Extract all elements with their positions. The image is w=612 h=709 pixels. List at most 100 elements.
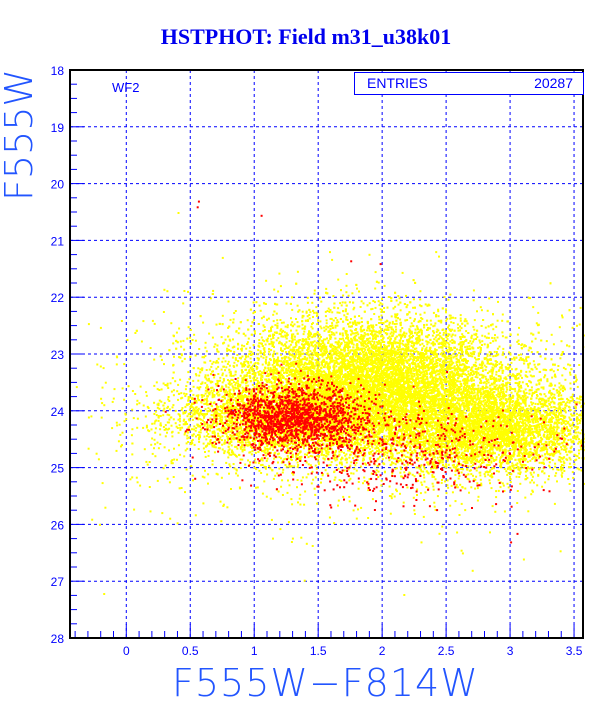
data-point (386, 350, 389, 353)
data-point (431, 376, 434, 379)
data-point (415, 372, 418, 375)
data-point (168, 408, 171, 411)
data-point (472, 325, 475, 328)
data-point (344, 363, 347, 366)
data-point (415, 366, 418, 369)
data-point (342, 294, 345, 297)
data-point (473, 328, 476, 331)
data-point (263, 353, 266, 356)
data-point (302, 352, 305, 355)
data-point (264, 466, 267, 468)
data-point (413, 374, 416, 377)
data-point (371, 307, 374, 310)
chart-title: HSTPHOT: Field m31_u38k01 (0, 24, 612, 50)
data-point (312, 345, 315, 348)
data-point (277, 356, 279, 359)
data-point (239, 374, 242, 377)
data-point (438, 394, 441, 397)
data-point (369, 375, 372, 378)
data-point (341, 378, 343, 381)
data-point (283, 363, 285, 365)
data-point (362, 302, 365, 305)
data-points (75, 200, 585, 596)
data-point (527, 364, 530, 367)
data-point (440, 430, 443, 433)
data-point (325, 328, 328, 331)
data-point (388, 386, 391, 389)
data-point (464, 383, 467, 386)
data-point (514, 387, 516, 390)
data-point (217, 350, 220, 353)
data-point (382, 350, 385, 353)
data-point (391, 454, 394, 457)
data-point (351, 339, 354, 342)
data-point (472, 379, 475, 382)
data-point (411, 362, 413, 365)
data-point (505, 356, 507, 359)
data-point (497, 300, 499, 303)
data-point (409, 408, 412, 411)
data-point (561, 314, 563, 317)
data-point (343, 396, 346, 399)
data-point (372, 376, 374, 379)
data-point (470, 342, 473, 345)
data-point (472, 340, 475, 343)
data-point (301, 343, 303, 346)
data-point (462, 387, 465, 390)
data-point (327, 339, 330, 342)
data-point (285, 332, 288, 335)
data-point (346, 411, 349, 413)
data-point (337, 441, 340, 444)
data-point (246, 341, 249, 344)
data-point (456, 348, 458, 351)
data-point (450, 358, 453, 361)
data-point (211, 380, 214, 383)
data-point (257, 357, 260, 360)
data-point (291, 368, 294, 371)
data-point (406, 367, 409, 370)
data-point (282, 335, 284, 338)
data-point (460, 391, 463, 394)
data-point (383, 328, 386, 331)
data-point (247, 384, 250, 387)
data-point (332, 295, 335, 297)
data-point (457, 327, 460, 329)
data-point (399, 318, 402, 321)
data-point (459, 336, 462, 338)
data-point (475, 373, 478, 376)
data-point (390, 363, 392, 366)
data-point (380, 321, 382, 324)
data-point (359, 351, 362, 354)
data-point (321, 394, 324, 397)
data-point (374, 451, 377, 454)
data-point (448, 360, 451, 363)
data-point (429, 319, 432, 322)
data-point (432, 391, 435, 394)
data-point (417, 362, 420, 365)
data-point (350, 330, 353, 333)
data-point (206, 379, 209, 382)
data-point (216, 350, 219, 353)
data-point (297, 310, 300, 313)
data-point (401, 342, 404, 345)
data-point (441, 374, 444, 377)
data-point (511, 388, 514, 390)
data-point (477, 346, 480, 349)
data-point (454, 479, 457, 482)
data-point (387, 415, 390, 417)
data-point (392, 462, 395, 465)
data-point (328, 382, 331, 384)
data-point (355, 387, 358, 390)
data-point (331, 376, 334, 379)
data-point (430, 323, 433, 326)
data-point (308, 338, 311, 341)
data-point (350, 388, 353, 391)
data-point (327, 307, 330, 310)
data-point (420, 394, 423, 397)
data-point (447, 298, 450, 301)
data-point (368, 329, 371, 332)
data-point (199, 386, 202, 389)
data-point (347, 294, 350, 297)
data-point (452, 316, 454, 319)
data-point (388, 323, 391, 326)
